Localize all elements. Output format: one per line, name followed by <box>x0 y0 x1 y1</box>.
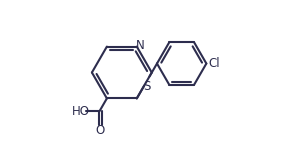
Text: S: S <box>143 80 151 93</box>
Text: HO: HO <box>72 105 90 118</box>
Text: O: O <box>95 124 105 137</box>
Text: N: N <box>136 39 145 52</box>
Text: Cl: Cl <box>208 57 220 70</box>
